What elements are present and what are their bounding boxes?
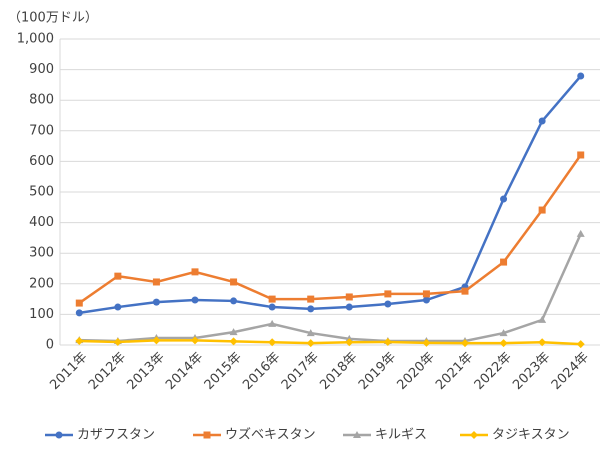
- series-line: [79, 233, 582, 343]
- x-tick-label: 2011年: [47, 350, 90, 393]
- marker: [345, 303, 353, 311]
- x-tick-label: 2021年: [433, 350, 476, 393]
- marker: [500, 258, 508, 266]
- marker: [345, 338, 354, 347]
- y-tick-label: 900: [29, 62, 54, 77]
- marker: [353, 431, 361, 438]
- marker: [538, 117, 546, 125]
- y-tick-label: 500: [29, 185, 54, 200]
- y-tick-label: 0: [46, 338, 54, 353]
- legend-label: キルギス: [375, 428, 427, 443]
- marker: [538, 338, 547, 347]
- x-tick-label: 2016年: [240, 350, 283, 393]
- marker: [203, 431, 211, 439]
- marker: [75, 299, 83, 307]
- y-tick-label: 700: [29, 123, 54, 138]
- y-tick-label: 800: [29, 93, 54, 108]
- marker: [306, 339, 315, 348]
- x-tick-label: 2023年: [510, 350, 553, 393]
- marker: [152, 278, 160, 286]
- marker: [230, 297, 238, 305]
- marker: [152, 298, 160, 306]
- legend-label: カザフスタン: [77, 428, 155, 443]
- y-tick-label: 200: [29, 276, 54, 291]
- x-tick-label: 2012年: [86, 350, 129, 393]
- marker: [577, 72, 585, 80]
- series-line: [79, 339, 581, 346]
- marker: [500, 195, 508, 203]
- x-tick-label: 2014年: [163, 350, 206, 393]
- y-tick-label: 300: [29, 246, 54, 261]
- x-tick-label: 2015年: [202, 350, 245, 393]
- marker: [306, 329, 315, 337]
- marker: [55, 431, 63, 439]
- marker: [422, 338, 431, 347]
- series-line: [78, 154, 582, 305]
- series-line: [79, 75, 582, 315]
- x-tick-label: 2013年: [125, 350, 168, 393]
- marker: [384, 290, 392, 298]
- marker: [307, 295, 315, 303]
- marker: [422, 296, 430, 304]
- marker: [191, 336, 199, 345]
- marker: [470, 431, 478, 439]
- x-tick-label: 2022年: [472, 350, 515, 393]
- marker: [114, 303, 122, 311]
- marker: [268, 338, 277, 347]
- x-tick-label: 2017年: [279, 350, 322, 393]
- unit-label: （100万ドル）: [8, 11, 98, 26]
- y-tick-label: 600: [29, 154, 54, 169]
- marker: [538, 315, 547, 323]
- marker: [576, 229, 585, 237]
- marker: [75, 309, 83, 317]
- y-tick-label: 400: [29, 215, 54, 230]
- marker: [576, 340, 585, 349]
- marker: [113, 337, 122, 346]
- x-tick-label: 2019年: [356, 350, 399, 393]
- marker: [230, 278, 238, 286]
- marker: [268, 303, 276, 311]
- marker: [499, 329, 508, 337]
- x-tick-label: 2020年: [395, 350, 438, 393]
- marker: [461, 339, 469, 348]
- marker: [152, 336, 161, 345]
- marker: [268, 295, 276, 303]
- marker: [499, 339, 508, 348]
- marker: [345, 293, 353, 301]
- legend-label: タジキスタン: [492, 428, 570, 443]
- y-tick-label: 1,000: [17, 32, 54, 47]
- x-tick-label: 2024年: [549, 350, 592, 393]
- marker: [384, 300, 392, 308]
- marker: [114, 272, 122, 280]
- marker: [268, 319, 277, 327]
- marker: [191, 268, 199, 276]
- marker: [577, 151, 585, 159]
- x-tick-label: 2018年: [317, 350, 360, 393]
- marker: [461, 287, 469, 295]
- marker: [538, 206, 546, 214]
- marker: [229, 328, 238, 336]
- legend-label: ウズベキスタン: [225, 427, 316, 443]
- marker: [422, 290, 430, 298]
- marker: [307, 305, 315, 313]
- marker: [383, 337, 392, 346]
- marker: [229, 337, 238, 346]
- y-tick-label: 100: [29, 307, 54, 322]
- marker: [75, 337, 84, 346]
- marker: [191, 296, 199, 304]
